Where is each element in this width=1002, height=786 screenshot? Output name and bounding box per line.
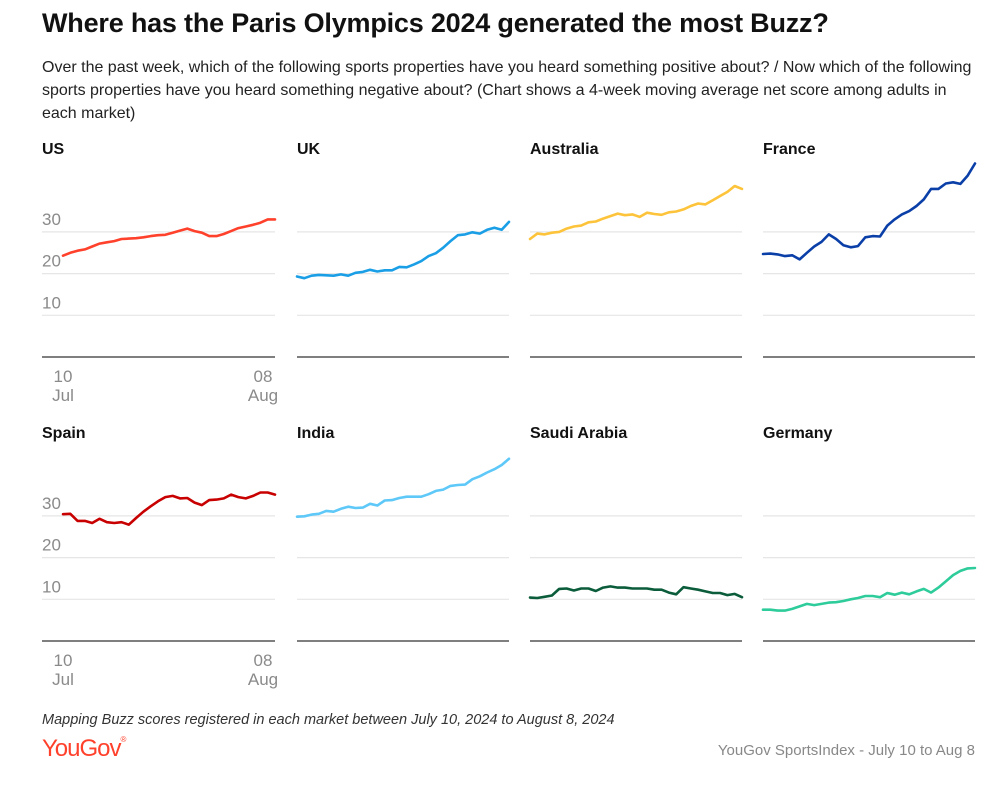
chart-subtitle: Over the past week, which of the followi… [42,59,972,122]
series-line-germany [761,566,977,612]
series-line-india [295,457,511,519]
panel-title-us: US [42,141,65,158]
y-tick-label: 20 [42,536,61,555]
panel-title-saudi-arabia: Saudi Arabia [530,425,627,442]
series-line-saudi-arabia [528,585,744,600]
series-line-us [61,218,277,257]
y-tick-label: 10 [42,577,61,596]
series-line-uk [295,220,511,280]
x-tick-month: Aug [248,386,278,405]
series-line-australia [528,184,744,241]
footnote: Mapping Buzz scores registered in each m… [42,712,615,728]
panel-title-india: India [297,425,334,442]
panel-title-uk: UK [297,141,321,158]
panel-title-germany: Germany [763,425,832,442]
logo-text: YouGov [42,735,122,762]
panel-title-spain: Spain [42,425,86,442]
y-tick-label: 10 [42,293,61,312]
y-tick-label: 30 [42,210,61,229]
x-tick-month: Jul [52,386,74,405]
yougov-logo: YouGov® [42,735,126,763]
panel-title-australia: Australia [530,141,599,158]
panel-title-france: France [763,141,816,158]
series-line-spain [61,491,277,527]
series-line-france [761,162,977,261]
x-tick-day: 10 [54,651,73,670]
x-tick-day: 08 [254,367,273,386]
x-tick-month: Aug [248,670,278,689]
registered-mark: ® [120,735,127,744]
source-note: YouGov SportsIndex - July 10 to Aug 8 [717,742,975,759]
y-tick-label: 20 [42,252,61,271]
chart-title: Where has the Paris Olympics 2024 genera… [42,8,829,38]
x-tick-day: 08 [254,651,273,670]
x-tick-day: 10 [54,367,73,386]
x-tick-month: Jul [52,670,74,689]
y-tick-label: 30 [42,494,61,513]
